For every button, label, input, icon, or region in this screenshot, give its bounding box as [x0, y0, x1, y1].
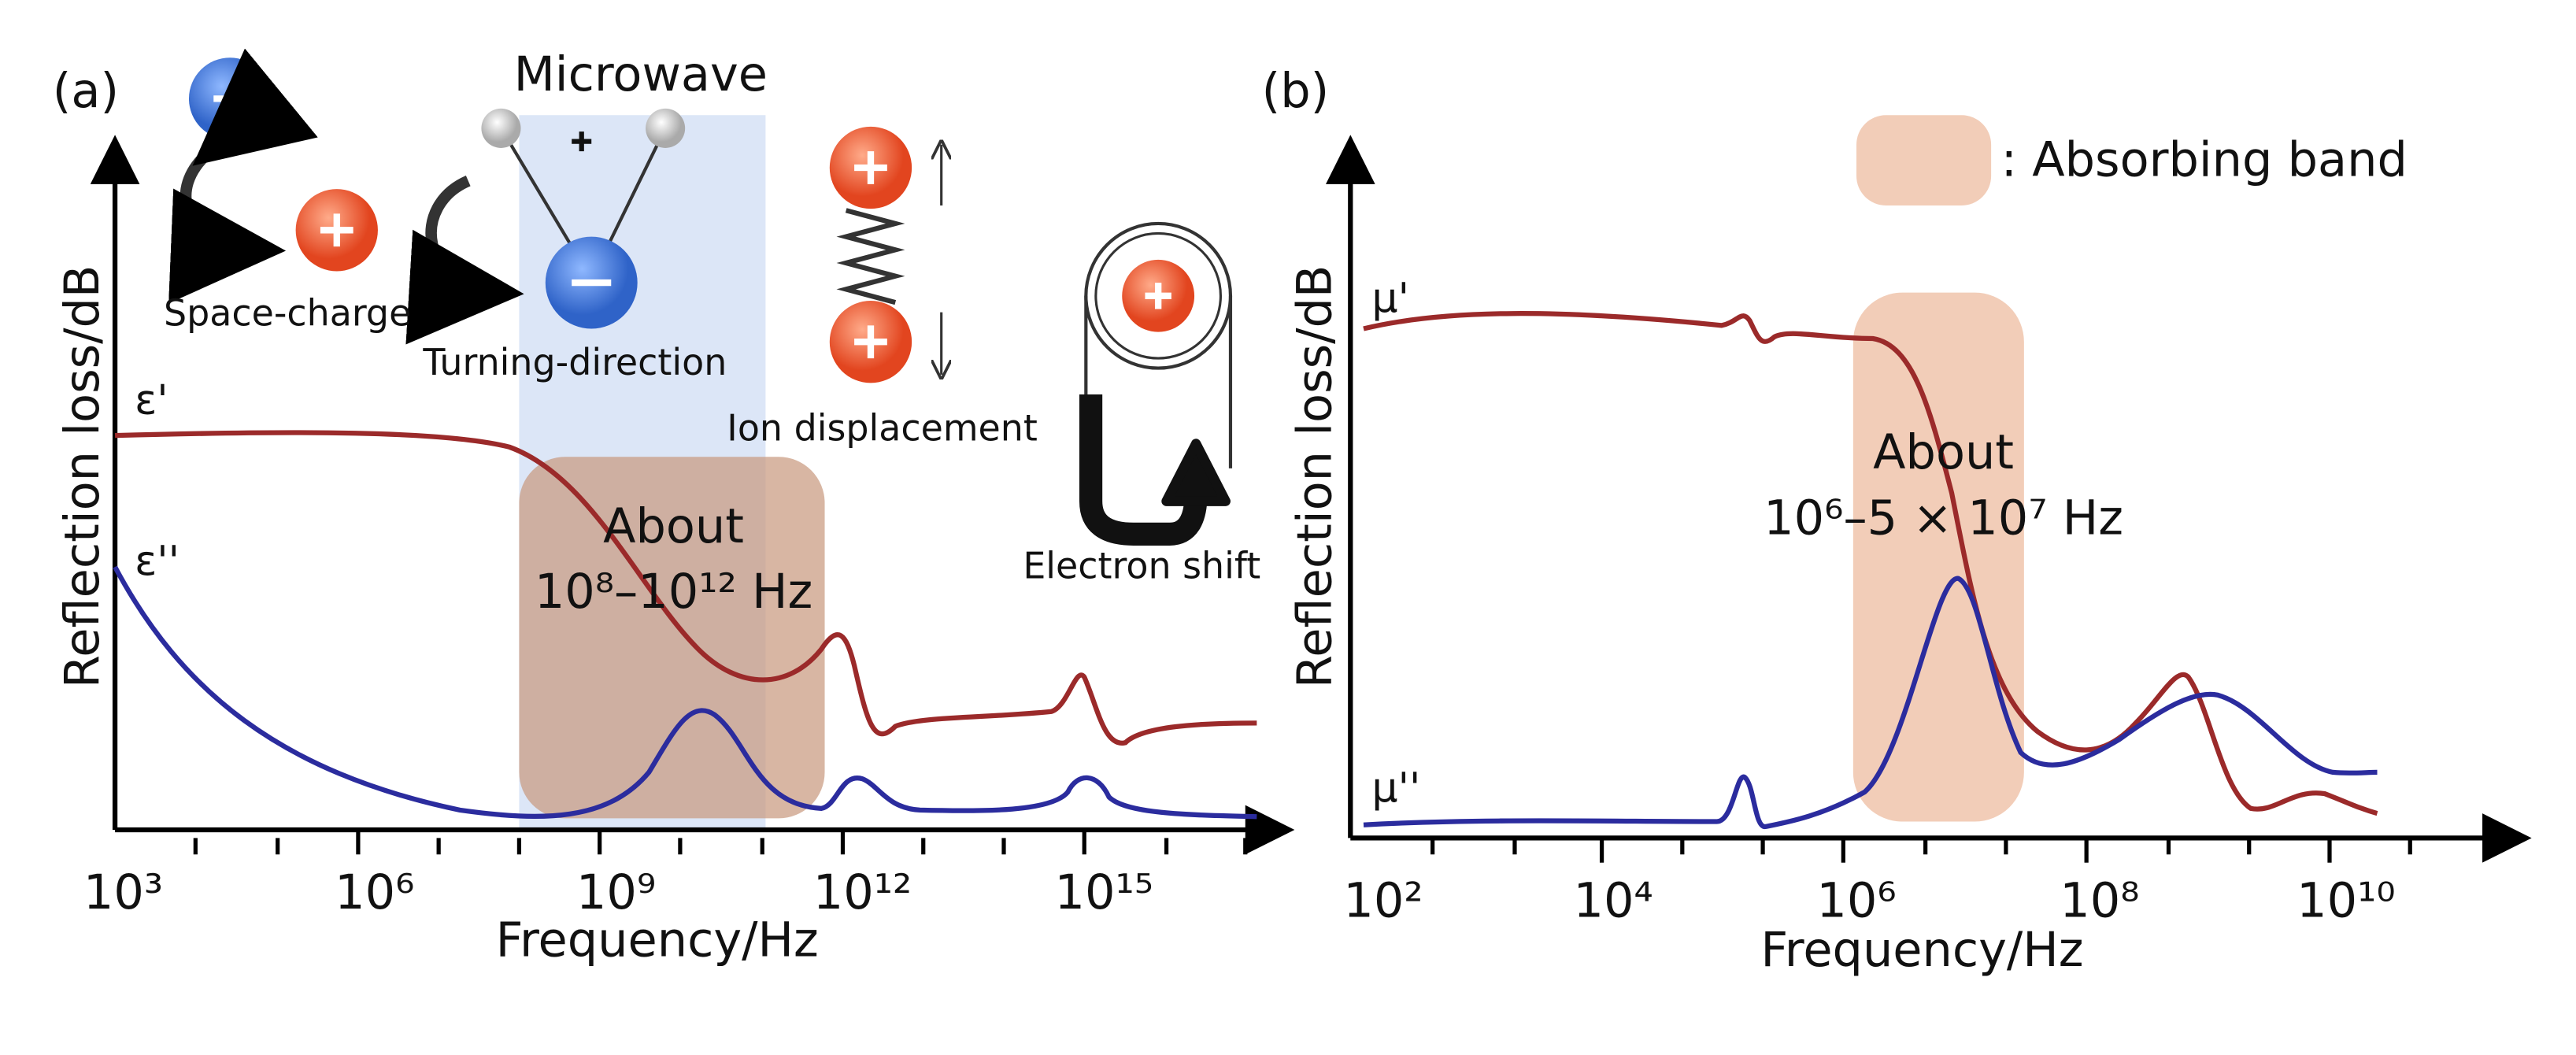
curve-label: ε'	[135, 377, 168, 424]
epsilon-real-curve	[114, 430, 1257, 746]
space-charge-arrow	[168, 48, 318, 304]
panel-label: (b)	[1262, 64, 1330, 119]
panel-a: (a) Microwave Space-charge Turning-direc…	[53, 47, 1295, 968]
label: Ion displacement	[727, 406, 1038, 449]
x-ticks	[193, 829, 1248, 855]
x-tick-label: 10¹²	[813, 865, 912, 920]
shift-arrow	[1079, 394, 1208, 546]
x-axis-title: Frequency/Hz	[496, 913, 819, 968]
curve-label: μ'	[1371, 276, 1409, 323]
band-range: 10⁸–10¹² Hz	[535, 565, 812, 620]
legend-swatch	[1856, 115, 1992, 205]
panel-label: (a)	[53, 64, 119, 119]
x-tick-label: 10¹⁰	[2297, 874, 2396, 929]
absorbing-band	[519, 457, 825, 819]
x-ticks	[1430, 838, 2493, 863]
label: Microwave	[514, 47, 768, 102]
y-axis-title: Reflection loss/dB	[55, 265, 110, 688]
x-tick-label: 10⁸	[2060, 874, 2139, 929]
curve-label: μ''	[1371, 764, 1420, 812]
absorbing-band	[1852, 292, 2024, 822]
curve-label: ε''	[135, 539, 180, 586]
band-title: About	[1873, 425, 2014, 480]
spring	[836, 208, 905, 305]
x-tick-label: 10¹⁵	[1055, 865, 1154, 920]
label: Space-charge	[164, 291, 411, 334]
label: Electron shift	[1023, 545, 1260, 587]
x-tick-label: 10⁶	[335, 865, 414, 920]
y-axis-title: Reflection loss/dB	[1287, 265, 1342, 688]
x-tick-label: 10³	[83, 865, 163, 920]
turning-arrow	[405, 175, 524, 345]
x-axis-title: Frequency/Hz	[1760, 923, 2083, 978]
legend-label: : Absorbing band	[2001, 132, 2408, 187]
x-tick-label: 10²	[1343, 874, 1423, 929]
band-title: About	[603, 499, 744, 554]
label: Turning-direction	[422, 341, 727, 383]
epsilon-imag-curve	[113, 565, 1257, 820]
band-range: 10⁶–5 × 10⁷ Hz	[1764, 490, 2123, 546]
x-tick-label: 10⁹	[576, 865, 656, 920]
x-tick-label: 10⁴	[1574, 874, 1653, 929]
x-tick-label: 10⁶	[1816, 874, 1896, 929]
mu-imag-curve	[1363, 576, 2378, 829]
panel-b: (b) : Absorbing band Reflection loss/dB …	[1262, 64, 2532, 978]
mu-real-curve	[1363, 311, 2378, 816]
